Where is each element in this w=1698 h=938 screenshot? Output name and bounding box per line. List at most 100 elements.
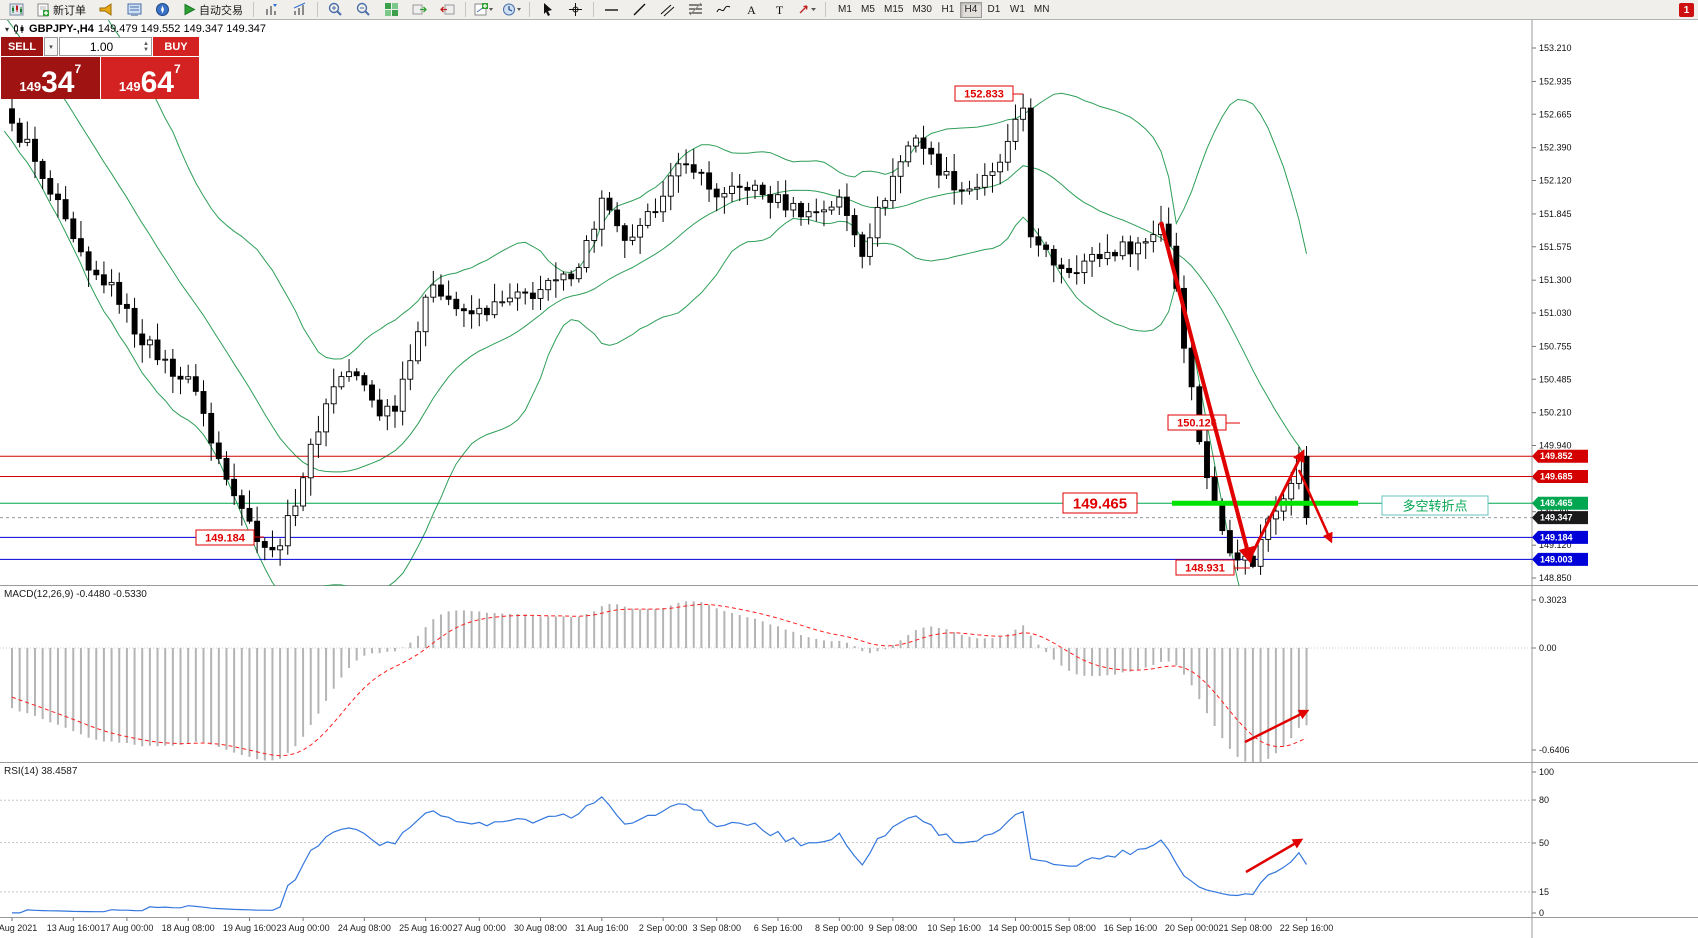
svg-text:151.575: 151.575 bbox=[1539, 242, 1572, 252]
fibonacci-icon[interactable] bbox=[682, 0, 709, 20]
svg-text:31 Aug 16:00: 31 Aug 16:00 bbox=[575, 923, 628, 933]
bollinger-bands bbox=[3, 20, 1307, 586]
autotrading-button[interactable]: 自动交易 bbox=[177, 1, 249, 19]
equidistant-channel-icon[interactable] bbox=[654, 0, 681, 20]
price-scale[interactable]: 153.210 152.935 152.665 152.390 152.120 151.8… bbox=[1532, 43, 1588, 918]
svg-text:150.210: 150.210 bbox=[1539, 408, 1572, 418]
svg-text:8 Sep 00:00: 8 Sep 00:00 bbox=[815, 923, 864, 933]
text-tool-icon[interactable]: A bbox=[738, 0, 765, 20]
new-order-label: 新订单 bbox=[53, 4, 86, 17]
sell-price-button[interactable]: 149 34 7 bbox=[1, 57, 100, 99]
volume-stepper[interactable]: ▲ ▼ bbox=[143, 41, 151, 53]
svg-text:2 Sep 00:00: 2 Sep 00:00 bbox=[639, 923, 688, 933]
svg-text:10 Sep 16:00: 10 Sep 16:00 bbox=[927, 923, 981, 933]
buy-price-main: 149 bbox=[118, 79, 141, 94]
svg-text:13 Aug 16:00: 13 Aug 16:00 bbox=[47, 923, 100, 933]
timeframe-M5[interactable]: M5 bbox=[857, 2, 879, 18]
svg-text:27 Aug 00:00: 27 Aug 00:00 bbox=[453, 923, 506, 933]
timeframe-M1[interactable]: M1 bbox=[834, 2, 856, 18]
navigator-icon[interactable] bbox=[149, 0, 176, 20]
arrow-tools-icon[interactable] bbox=[794, 0, 821, 20]
macd-indicator bbox=[0, 601, 1532, 762]
order-type-dropdown[interactable]: ▾ bbox=[44, 37, 58, 56]
timeframe-M30[interactable]: M30 bbox=[908, 2, 935, 18]
svg-text:14 Sep 00:00: 14 Sep 00:00 bbox=[989, 923, 1043, 933]
zoom-in-icon[interactable] bbox=[322, 0, 349, 20]
svg-text:23 Aug 00:00: 23 Aug 00:00 bbox=[277, 923, 330, 933]
chart-type-icon bbox=[14, 24, 24, 34]
profiles-icon[interactable] bbox=[498, 0, 525, 20]
svg-text:15: 15 bbox=[1539, 887, 1549, 897]
cn-note-box bbox=[1381, 495, 1489, 516]
macd-label: MACD(12,26,9) -0.4480 -0.5330 bbox=[4, 589, 147, 600]
svg-text:22 Sep 16:00: 22 Sep 16:00 bbox=[1280, 923, 1334, 933]
svg-text:149.184: 149.184 bbox=[1540, 532, 1573, 542]
svg-text:9 Sep 08:00: 9 Sep 08:00 bbox=[869, 923, 918, 933]
new-chart-icon[interactable] bbox=[470, 0, 497, 20]
svg-text:149.003: 149.003 bbox=[1540, 554, 1573, 564]
svg-text:0.00: 0.00 bbox=[1539, 643, 1557, 653]
new-order-icon bbox=[37, 3, 49, 16]
chart-shift-icon[interactable] bbox=[434, 0, 461, 20]
symbol-title: GBPJPY-,H4 bbox=[29, 23, 94, 35]
buy-button[interactable]: BUY bbox=[153, 37, 199, 56]
horizontal-lines[interactable] bbox=[0, 455, 1532, 560]
volume-down-icon[interactable]: ▼ bbox=[143, 46, 149, 53]
svg-text:100: 100 bbox=[1539, 767, 1554, 777]
alerts-horn-icon[interactable] bbox=[93, 0, 120, 20]
volume-up-icon[interactable]: ▲ bbox=[143, 40, 149, 47]
crosshair-icon[interactable] bbox=[562, 0, 589, 20]
svg-text:-0.6406: -0.6406 bbox=[1539, 745, 1570, 755]
timeframe-W1[interactable]: W1 bbox=[1006, 2, 1029, 18]
one-click-trading-panel: SELL ▾ ▲ ▼ BUY 149 34 7 149 64 7 bbox=[1, 37, 199, 99]
autotrading-play-icon bbox=[184, 3, 196, 16]
timeframe-MN[interactable]: MN bbox=[1030, 2, 1054, 18]
collapse-caret-icon[interactable]: ▾ bbox=[5, 24, 10, 34]
svg-text:20 Sep 00:00: 20 Sep 00:00 bbox=[1165, 923, 1219, 933]
main-toolbar: 新订单 自动交易 bbox=[0, 0, 1698, 20]
timeframe-H1[interactable]: H1 bbox=[937, 2, 959, 18]
mt-logo-icon[interactable] bbox=[3, 0, 30, 20]
data-window-icon[interactable] bbox=[258, 0, 285, 20]
sell-price-pip: 7 bbox=[74, 62, 82, 76]
timeframe-M15[interactable]: M15 bbox=[880, 2, 907, 18]
shapes-icon[interactable] bbox=[710, 0, 737, 20]
notification-badge[interactable]: 1 bbox=[1679, 3, 1694, 17]
svg-text:149.347: 149.347 bbox=[1540, 513, 1573, 523]
label-tool-icon[interactable]: T bbox=[766, 0, 793, 20]
market-watch-icon[interactable] bbox=[121, 0, 148, 20]
buy-price-button[interactable]: 149 64 7 bbox=[100, 57, 199, 99]
svg-text:30 Aug 08:00: 30 Aug 08:00 bbox=[514, 923, 567, 933]
svg-text:12 Aug 2021: 12 Aug 2021 bbox=[0, 923, 37, 933]
auto-scroll-icon[interactable] bbox=[406, 0, 433, 20]
price-annotations[interactable]: 152.833 150.126 149.465 149.184 148.931 多空转折点 bbox=[195, 85, 1489, 576]
sell-price-main: 149 bbox=[19, 79, 42, 94]
svg-text:149.465: 149.465 bbox=[1540, 498, 1573, 508]
svg-text:0: 0 bbox=[1539, 908, 1544, 918]
volume-input[interactable] bbox=[60, 38, 144, 55]
new-order-button[interactable]: 新订单 bbox=[31, 1, 92, 19]
svg-text:149.940: 149.940 bbox=[1539, 441, 1572, 451]
sell-button[interactable]: SELL bbox=[1, 37, 43, 56]
autotrading-label: 自动交易 bbox=[199, 4, 243, 17]
svg-text:149.120: 149.120 bbox=[1539, 540, 1572, 550]
svg-text:150.755: 150.755 bbox=[1539, 341, 1572, 351]
svg-text:152.665: 152.665 bbox=[1539, 109, 1572, 119]
timeframe-H4[interactable]: H4 bbox=[959, 1, 982, 18]
timeframe-D1[interactable]: D1 bbox=[983, 2, 1005, 18]
symbol-ohlc: 149.479 149.552 149.347 149.347 bbox=[97, 23, 267, 35]
trendline-icon[interactable] bbox=[626, 0, 653, 20]
cursor-icon[interactable] bbox=[534, 0, 561, 20]
pane-separators bbox=[0, 20, 1698, 938]
horizontal-line-icon[interactable] bbox=[598, 0, 625, 20]
tile-windows-icon[interactable] bbox=[378, 0, 405, 20]
svg-text:150.485: 150.485 bbox=[1539, 374, 1572, 384]
indicator-list-icon[interactable] bbox=[286, 0, 313, 20]
svg-text:T: T bbox=[776, 3, 784, 17]
svg-text:18 Aug 08:00: 18 Aug 08:00 bbox=[162, 923, 215, 933]
rsi-indicator bbox=[0, 796, 1532, 914]
zoom-out-icon[interactable] bbox=[350, 0, 377, 20]
trend-arrows[interactable] bbox=[1159, 221, 1333, 874]
